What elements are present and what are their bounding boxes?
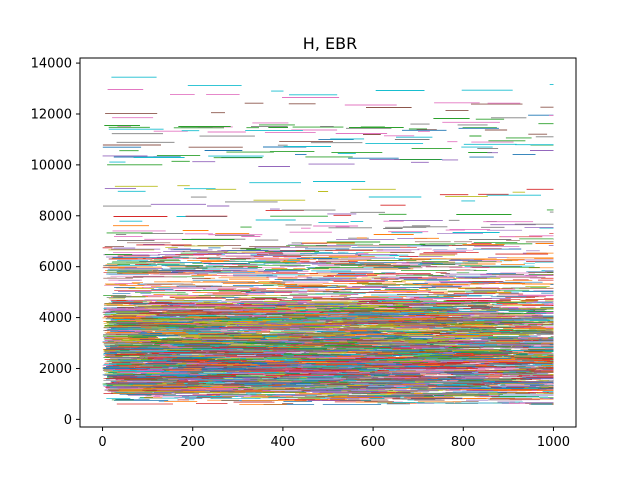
y-axis: 0 2000 4000 6000 8000 10000 12000 14000 [31, 57, 80, 428]
series-line [113, 225, 554, 246]
series-line [109, 143, 517, 163]
series-line [111, 227, 554, 252]
series-line [117, 181, 541, 202]
series-line [119, 281, 397, 288]
series-line [113, 362, 518, 377]
series-line [104, 188, 536, 226]
series-line [113, 114, 554, 158]
series-line [116, 385, 554, 397]
series-line [119, 144, 554, 161]
series-line [103, 254, 477, 271]
series-line [112, 220, 534, 237]
series-line [114, 225, 554, 240]
series-line [116, 381, 554, 405]
y-tick-label: 10000 [31, 158, 72, 173]
plot-area-frame [79, 57, 577, 428]
series-line [107, 276, 554, 296]
series-line [108, 273, 554, 283]
series-line [104, 338, 456, 351]
series-line [112, 261, 456, 272]
series-line [109, 314, 396, 328]
x-axis: 0 200 400 600 800 1000 [98, 427, 570, 450]
y-tick-label: 2000 [39, 362, 72, 377]
series-line [104, 241, 473, 248]
series-line [117, 253, 554, 267]
series-line [108, 118, 554, 128]
series-line [114, 324, 438, 342]
series-line [108, 257, 483, 275]
series-line [105, 309, 554, 319]
series-line [111, 76, 554, 96]
series-line [103, 196, 554, 228]
x-tick-label: 1000 [537, 435, 570, 450]
x-tick-label: 0 [98, 435, 106, 450]
series-line [107, 135, 526, 166]
series-line [104, 125, 532, 139]
series-line [109, 320, 472, 330]
series-line [114, 185, 526, 201]
y-tick-label: 0 [64, 413, 72, 428]
series-line [103, 367, 548, 388]
series-line [111, 323, 553, 355]
series-line [112, 295, 554, 310]
series-line [108, 128, 554, 148]
series-line [105, 375, 554, 399]
series-line [118, 354, 430, 369]
y-tick-label: 4000 [39, 311, 72, 326]
series-line [107, 89, 521, 106]
series-line [103, 353, 554, 364]
series-line [117, 122, 514, 143]
x-tick-label: 800 [451, 435, 476, 450]
series-line [113, 379, 554, 403]
series-line [111, 307, 409, 324]
series-line [102, 150, 554, 167]
x-tick-label: 400 [270, 435, 295, 450]
y-tick-label: 6000 [39, 260, 72, 275]
series-line [109, 353, 473, 366]
series-line [103, 384, 554, 405]
series-line [105, 102, 554, 114]
series-line [113, 282, 547, 298]
series-line [111, 258, 554, 273]
series-line [113, 305, 467, 333]
series-line [104, 332, 554, 345]
series-line [117, 316, 554, 329]
x-tick-label: 200 [180, 435, 205, 450]
y-tick-label: 8000 [39, 209, 72, 224]
series-layer [102, 76, 554, 406]
series-line [106, 209, 554, 240]
series-line [108, 254, 411, 266]
series-line [116, 357, 481, 376]
chart-title: H, EBR [303, 34, 357, 53]
series-line [102, 306, 554, 322]
series-line [115, 349, 554, 367]
y-tick-label: 14000 [31, 57, 72, 72]
series-line [113, 243, 554, 278]
x-tick-label: 600 [361, 435, 386, 450]
series-line [105, 389, 424, 398]
series-line [102, 129, 548, 148]
y-tick-label: 12000 [31, 107, 72, 122]
series-line [116, 135, 554, 150]
series-line [112, 245, 522, 258]
series-line [108, 352, 554, 378]
series-line [113, 188, 554, 217]
series-line [108, 295, 554, 311]
series-line [104, 339, 548, 369]
